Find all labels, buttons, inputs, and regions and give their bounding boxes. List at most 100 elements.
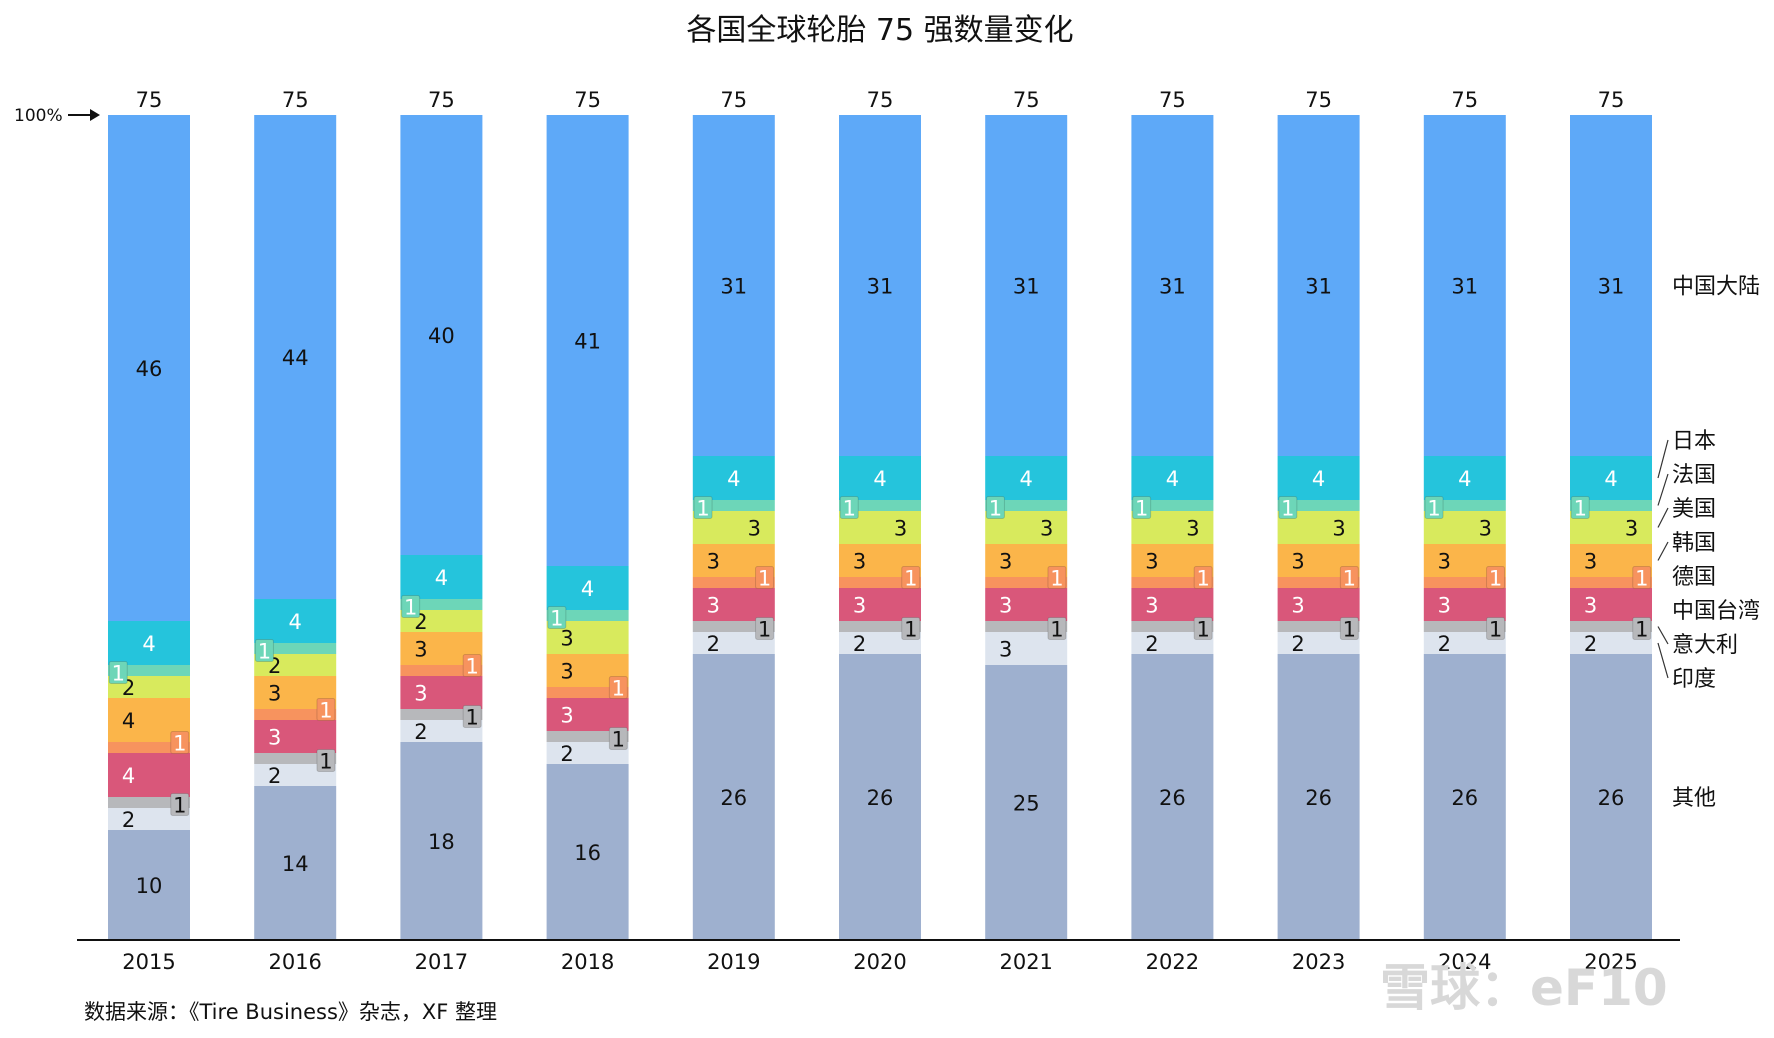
bar-segment-日本-2019 [692, 456, 775, 500]
value-label-bg-德国-2023 [1339, 566, 1359, 589]
bar-segment-法国-2023 [1277, 500, 1360, 511]
value-label-印度-2022: 2 [1145, 632, 1158, 656]
value-label-bg-德国-2016 [316, 698, 336, 721]
bar-segment-日本-2018 [546, 566, 629, 610]
total-label-2023: 75 [1305, 88, 1332, 112]
value-label-bg-意大利-2015 [170, 793, 190, 816]
value-label-法国-2020: 1 [843, 497, 856, 521]
value-label-中国大陆-2019: 31 [720, 275, 747, 299]
value-label-中国大陆-2023: 31 [1305, 275, 1332, 299]
bar-segment-中国台湾-2017 [400, 676, 483, 709]
bar-segment-中国台湾-2020 [839, 588, 921, 621]
value-label-中国台湾-2017: 3 [414, 682, 427, 706]
bar-segment-其他-2021 [985, 665, 1068, 940]
percent-marker-label: 100% [14, 106, 63, 126]
value-label-中国大陆-2020: 31 [867, 275, 894, 299]
bar-segment-法国-2015 [108, 665, 190, 676]
bars-layer [108, 115, 1652, 940]
value-label-中国台湾-2016: 3 [268, 726, 281, 750]
value-label-日本-2025: 4 [1604, 467, 1617, 491]
value-label-意大利-2021: 1 [1050, 618, 1063, 642]
bar-segment-德国-2018 [546, 687, 629, 698]
total-label-2020: 75 [867, 88, 894, 112]
value-label-bg-德国-2025 [1632, 566, 1652, 589]
value-label-德国-2020: 1 [904, 567, 917, 591]
bar-segment-意大利-2016 [254, 753, 337, 764]
value-label-bg-意大利-2023 [1339, 617, 1359, 640]
bar-segment-法国-2017 [400, 599, 483, 610]
bar-segment-法国-2019 [692, 500, 775, 511]
value-label-其他-2020: 26 [867, 786, 894, 810]
bar-segment-其他-2024 [1423, 654, 1506, 940]
x-tick-label-2017: 2017 [415, 950, 468, 974]
value-label-德国-2022: 1 [1196, 567, 1209, 591]
value-label-印度-2021: 3 [999, 638, 1012, 662]
value-label-美国-2025: 3 [1625, 517, 1638, 541]
bar-segment-法国-2021 [985, 500, 1068, 511]
value-label-bg-意大利-2017 [462, 705, 482, 728]
value-label-bg-意大利-2025 [1632, 617, 1652, 640]
bar-segment-中国大陆-2020 [839, 115, 921, 456]
bar-segment-法国-2018 [546, 610, 629, 621]
value-label-其他-2019: 26 [720, 786, 747, 810]
value-label-bg-法国-2023 [1278, 496, 1298, 519]
bar-segment-日本-2020 [839, 456, 921, 500]
value-label-bg-法国-2017 [401, 595, 421, 618]
value-label-其他-2024: 26 [1451, 786, 1478, 810]
value-label-bg-法国-2019 [693, 496, 713, 519]
value-label-中国大陆-2017: 40 [428, 324, 455, 348]
total-label-2021: 75 [1013, 88, 1040, 112]
legend-leader-意大利 [1657, 626, 1669, 645]
value-label-美国-2018: 3 [560, 627, 573, 651]
bar-segment-中国台湾-2016 [254, 720, 337, 753]
value-label-日本-2023: 4 [1312, 467, 1325, 491]
value-label-印度-2016: 2 [268, 764, 281, 788]
bar-segment-法国-2024 [1423, 500, 1506, 511]
value-label-韩国-2018: 3 [560, 660, 573, 684]
bar-segment-法国-2022 [1131, 500, 1214, 511]
value-label-德国-2018: 1 [612, 677, 625, 701]
bar-segment-中国大陆-2016 [254, 115, 337, 599]
value-label-bg-意大利-2022 [1193, 617, 1213, 640]
value-label-其他-2023: 26 [1305, 786, 1332, 810]
total-label-2022: 75 [1159, 88, 1186, 112]
x-tick-label-2021: 2021 [999, 950, 1052, 974]
value-label-德国-2025: 1 [1635, 567, 1648, 591]
total-label-2018: 75 [574, 88, 601, 112]
bar-segment-意大利-2021 [985, 621, 1068, 632]
bar-segment-德国-2024 [1423, 577, 1506, 588]
value-label-法国-2016: 1 [258, 640, 271, 664]
value-label-其他-2017: 18 [428, 830, 455, 854]
x-tick-label-2015: 2015 [122, 950, 175, 974]
bar-segment-印度-2023 [1277, 632, 1360, 654]
legend-leader-印度 [1657, 642, 1669, 679]
value-label-韩国-2019: 3 [707, 550, 720, 574]
value-label-意大利-2019: 1 [758, 618, 771, 642]
bar-segment-中国台湾-2018 [546, 698, 629, 731]
value-label-意大利-2022: 1 [1196, 618, 1209, 642]
value-label-意大利-2015: 1 [173, 794, 186, 818]
legend-label-德国: 德国 [1672, 565, 1716, 590]
legend-leader-日本 [1657, 439, 1669, 479]
value-label-德国-2023: 1 [1343, 567, 1356, 591]
bar-segment-意大利-2015 [108, 797, 190, 808]
value-label-bg-德国-2022 [1193, 566, 1213, 589]
total-label-2016: 75 [282, 88, 309, 112]
bar-segment-意大利-2020 [839, 621, 921, 632]
value-label-bg-德国-2015 [170, 731, 190, 754]
value-label-中国台湾-2021: 3 [999, 594, 1012, 618]
value-label-中国大陆-2021: 31 [1013, 275, 1040, 299]
bar-segment-中国台湾-2022 [1131, 588, 1214, 621]
bar-segment-其他-2020 [839, 654, 921, 940]
value-label-bg-法国-2018 [547, 606, 567, 629]
value-label-bg-法国-2025 [1570, 496, 1590, 519]
value-label-日本-2016: 4 [289, 610, 302, 634]
bar-segment-中国台湾-2021 [985, 588, 1068, 621]
value-label-法国-2018: 1 [550, 607, 563, 631]
bar-segment-美国-2017 [400, 610, 483, 632]
bar-segment-印度-2017 [400, 720, 483, 742]
bar-segment-其他-2022 [1131, 654, 1214, 940]
value-label-美国-2024: 3 [1479, 517, 1492, 541]
bar-segment-意大利-2022 [1131, 621, 1214, 632]
value-label-意大利-2024: 1 [1489, 618, 1502, 642]
